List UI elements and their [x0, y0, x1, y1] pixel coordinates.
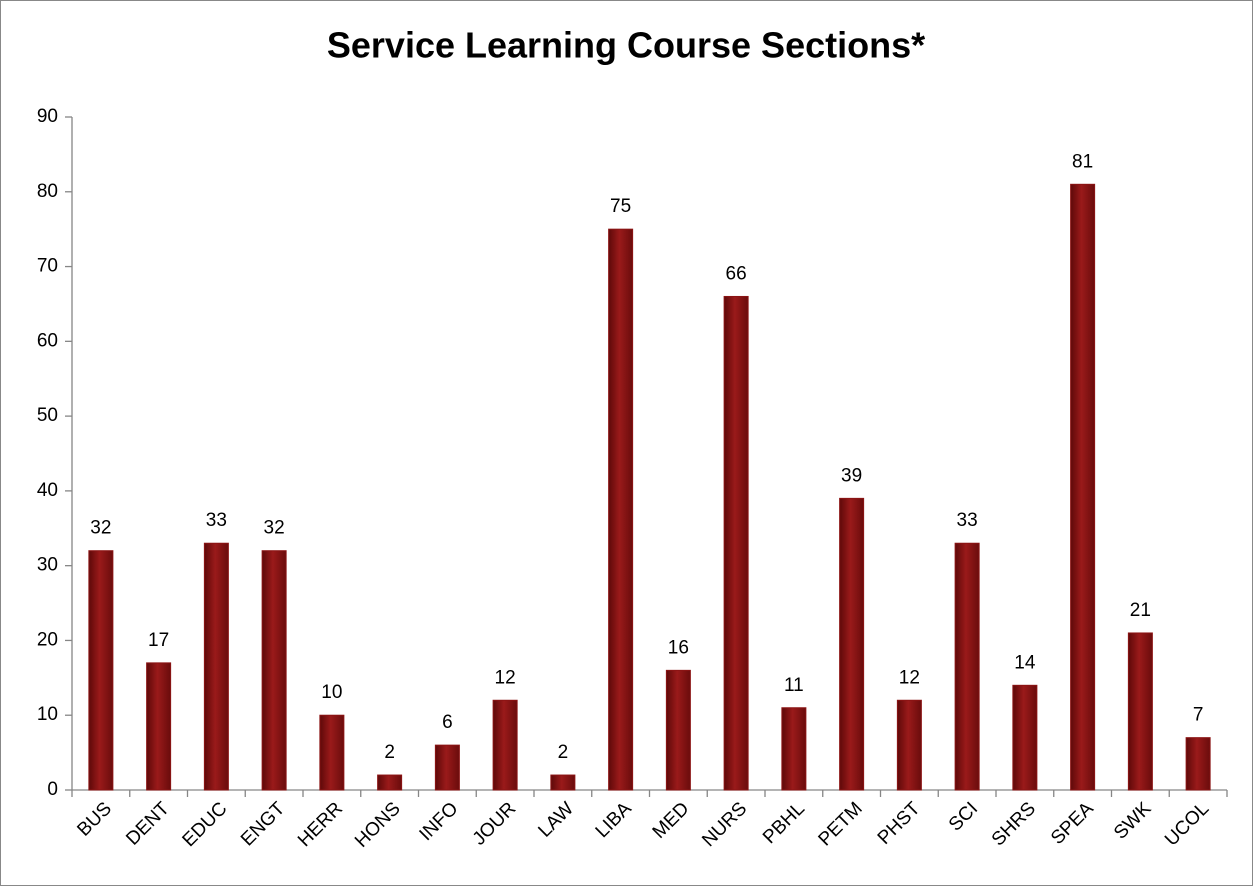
y-tick-label: 90 — [37, 106, 58, 127]
y-tick-label: 0 — [47, 779, 58, 800]
data-label: 32 — [90, 518, 111, 539]
bar — [492, 699, 518, 791]
y-tick-label: 10 — [37, 704, 58, 725]
chart-title: Service Learning Course Sections* — [327, 25, 925, 66]
bar — [781, 707, 807, 791]
bar — [896, 699, 922, 791]
data-label: 12 — [495, 667, 516, 688]
data-label: 10 — [321, 682, 342, 703]
y-tick-label: 30 — [37, 555, 58, 576]
data-label: 17 — [148, 630, 169, 651]
data-label: 2 — [384, 742, 395, 763]
bar — [550, 774, 576, 791]
bar — [1185, 737, 1211, 791]
bar — [434, 744, 460, 791]
data-label: 11 — [784, 675, 804, 696]
bar — [203, 542, 229, 791]
data-label: 6 — [442, 712, 453, 733]
data-label: 7 — [1193, 705, 1204, 726]
data-label: 81 — [1072, 151, 1093, 172]
data-label: 75 — [610, 196, 631, 217]
y-tick-label: 40 — [37, 480, 58, 501]
bar — [723, 295, 749, 791]
data-label: 66 — [726, 263, 747, 284]
y-tick-label: 60 — [37, 330, 58, 351]
y-tick-label: 70 — [37, 256, 58, 277]
bar — [1012, 684, 1038, 791]
y-tick-label: 20 — [37, 629, 58, 650]
bar — [261, 550, 287, 791]
data-label: 33 — [957, 510, 978, 531]
bar — [319, 714, 345, 791]
bar — [665, 669, 691, 791]
bar — [377, 774, 403, 791]
bar — [1070, 183, 1096, 791]
bar — [954, 542, 980, 791]
y-tick-label: 50 — [37, 405, 58, 426]
bar — [146, 662, 172, 791]
bar — [608, 228, 634, 791]
data-label: 16 — [668, 637, 689, 658]
bar — [1127, 632, 1153, 791]
bar — [839, 497, 865, 791]
data-label: 21 — [1130, 600, 1151, 621]
bar — [88, 550, 114, 791]
data-label: 39 — [841, 465, 862, 486]
data-label: 14 — [1014, 652, 1036, 673]
data-label: 12 — [899, 667, 920, 688]
y-tick-label: 80 — [37, 181, 58, 202]
data-label: 33 — [206, 510, 227, 531]
data-label: 2 — [558, 742, 569, 763]
data-label: 32 — [264, 518, 285, 539]
